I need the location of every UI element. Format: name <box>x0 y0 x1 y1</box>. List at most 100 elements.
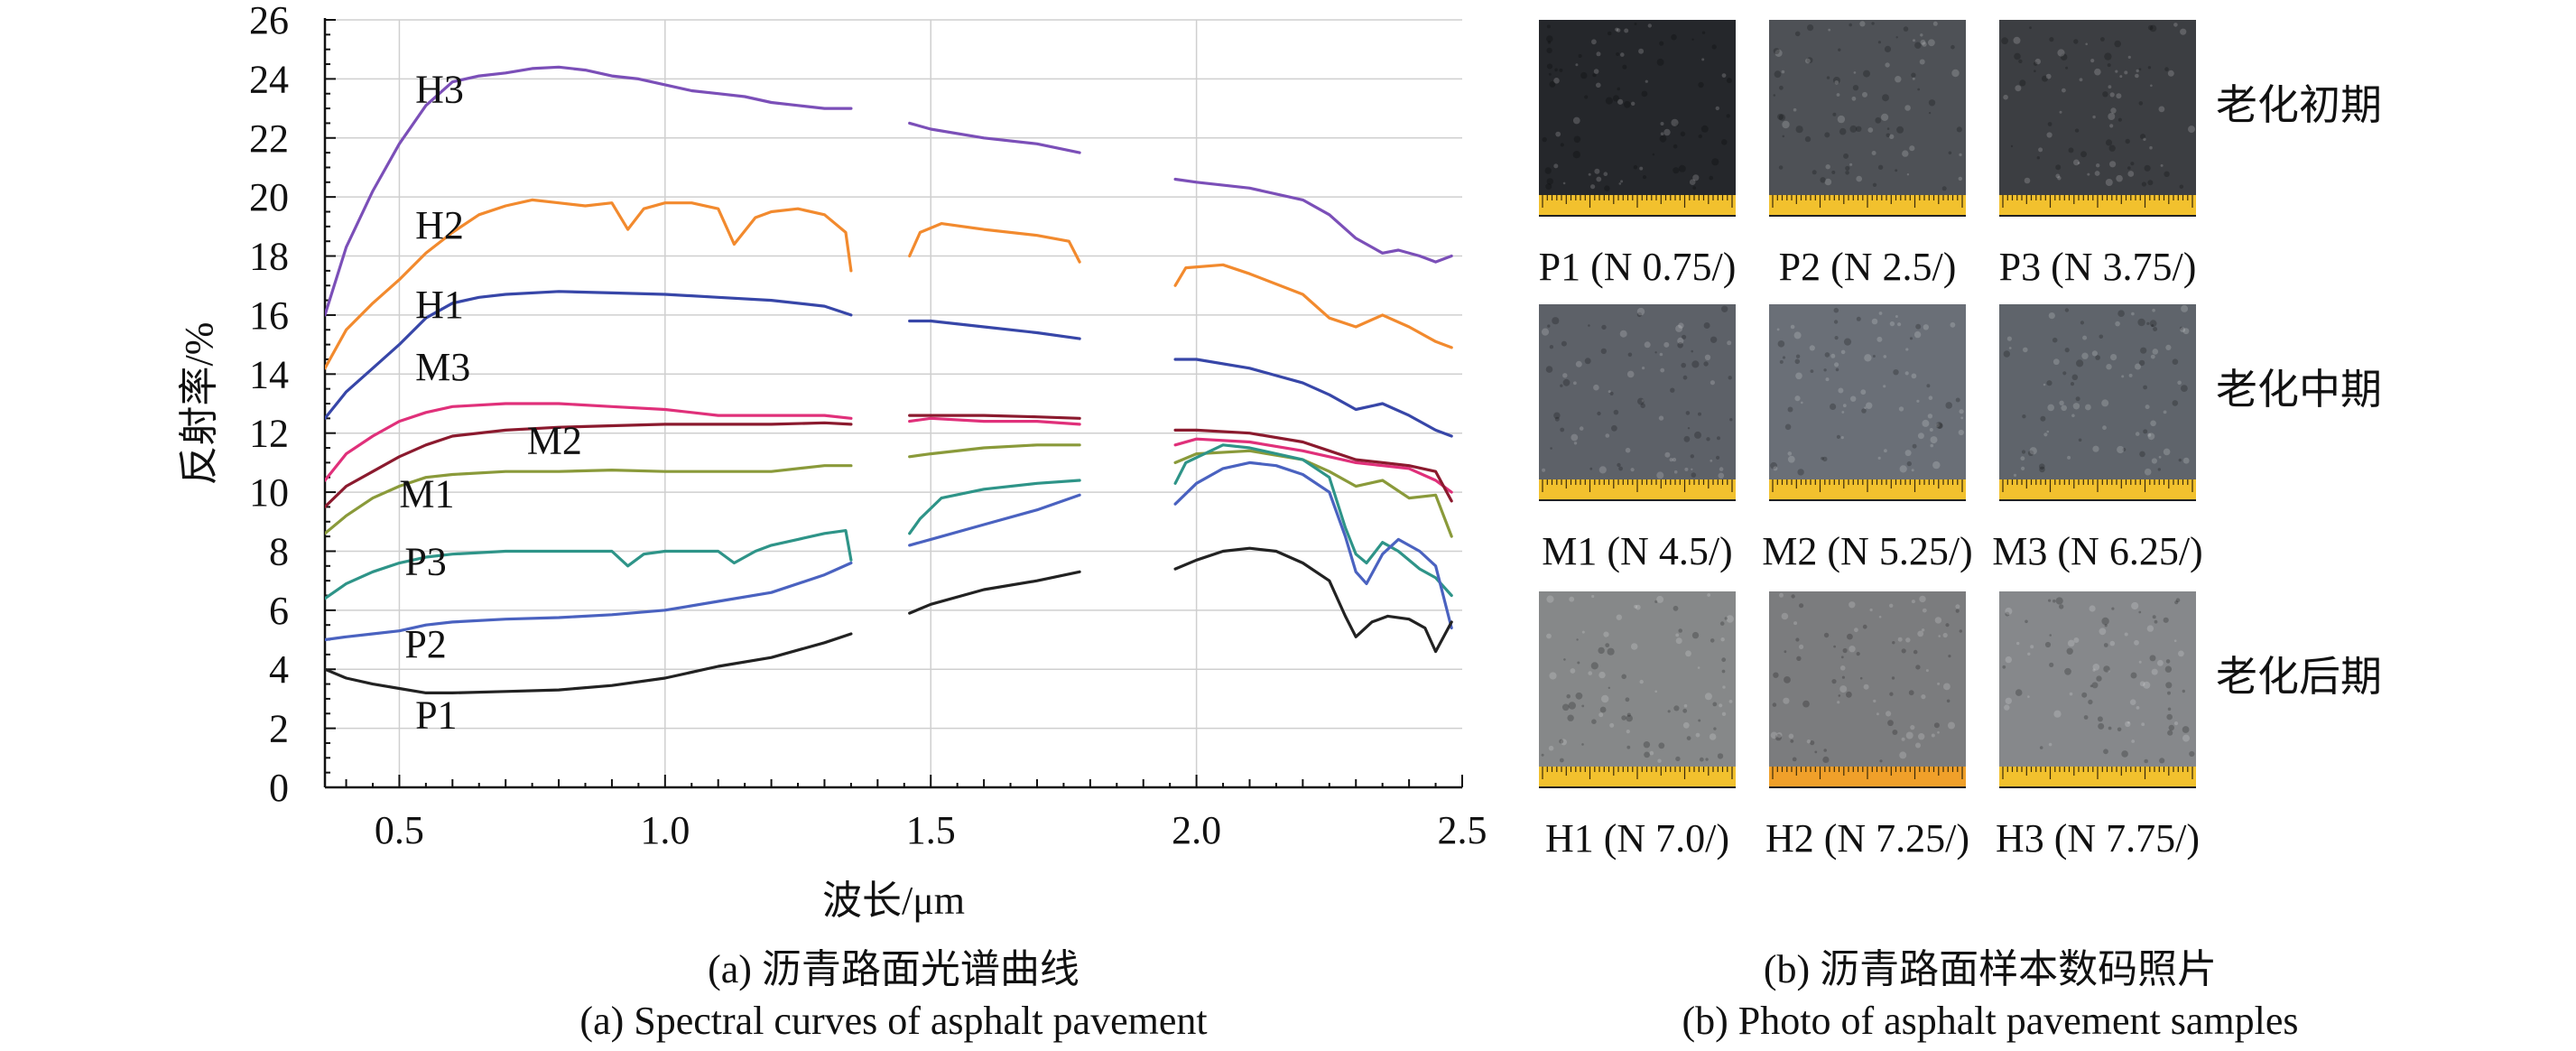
aggregate-speck <box>2144 164 2151 172</box>
aggregate-speck <box>2076 359 2084 367</box>
aggregate-speck <box>1636 312 1643 318</box>
aggregate-speck <box>2025 619 2028 624</box>
aggregate-speck <box>1790 739 1794 743</box>
aggregate-speck <box>1694 431 1701 439</box>
aggregate-speck <box>1626 712 1631 717</box>
aggregate-speck <box>1547 41 1552 44</box>
aggregate-speck <box>1638 48 1645 54</box>
aggregate-speck <box>2024 177 2031 184</box>
aggregate-speck <box>1955 609 1960 613</box>
x-tick-label: 0.5 <box>375 808 424 852</box>
aggregate-speck <box>1928 39 1935 47</box>
aggregate-speck <box>2138 101 2144 106</box>
aggregate-speck <box>2182 689 2185 693</box>
aggregate-speck <box>1600 348 1608 355</box>
sample-photo <box>1999 304 2196 501</box>
aggregate-speck <box>1719 467 1724 471</box>
aggregate-speck <box>1620 52 1625 57</box>
sample-photo <box>1539 304 1736 501</box>
aggregate-speck <box>1553 412 1561 419</box>
aggregate-speck <box>1810 740 1815 746</box>
aggregate-speck <box>1656 471 1664 479</box>
aggregate-speck <box>1581 743 1584 746</box>
aggregate-speck <box>2180 326 2183 330</box>
sample-photo-surface <box>1539 304 1736 479</box>
aggregate-speck <box>1782 120 1790 129</box>
aggregate-speck <box>1561 340 1567 347</box>
aggregate-speck <box>2082 335 2088 340</box>
aggregate-speck <box>1681 362 1686 368</box>
aggregate-speck <box>2144 758 2148 764</box>
sample-photo <box>1999 591 2196 788</box>
aggregate-speck <box>1913 330 1922 339</box>
x-tick-label: 2.0 <box>1172 808 1221 852</box>
aggregate-speck <box>2015 85 2022 92</box>
x-tick-labels: 0.5 1.0 1.5 2.0 2.5 <box>375 808 1487 852</box>
aggregate-speck <box>1773 94 1776 97</box>
y-tick-label: 20 <box>249 175 289 219</box>
aggregate-speck <box>1960 416 1964 420</box>
aggregate-speck <box>2111 607 2115 610</box>
aggregate-speck <box>1639 166 1644 171</box>
aggregate-speck <box>2147 66 2152 70</box>
aggregate-speck <box>1701 58 1705 61</box>
aggregate-speck <box>1823 749 1827 752</box>
aggregate-speck <box>1915 665 1921 670</box>
aggregate-speck <box>1895 315 1898 318</box>
aggregate-speck <box>1794 358 1801 365</box>
aggregate-speck <box>1884 45 1892 53</box>
aggregate-speck <box>1608 686 1611 689</box>
aggregate-speck <box>1770 731 1778 739</box>
aggregate-speck <box>2175 598 2181 602</box>
aggregate-speck <box>2042 75 2048 82</box>
aggregate-speck <box>1783 697 1790 704</box>
aggregate-speck <box>1929 428 1933 432</box>
aggregate-speck <box>1897 637 1903 642</box>
aggregate-speck <box>1959 629 1962 633</box>
aggregate-speck <box>1795 354 1801 358</box>
aggregate-speck <box>1820 177 1826 183</box>
aggregate-speck <box>1615 27 1619 32</box>
aggregate-speck <box>1692 186 1697 191</box>
aggregate-speck <box>1917 432 1924 440</box>
y-tick-label: 12 <box>249 412 289 456</box>
aggregate-speck <box>1905 348 1909 351</box>
aggregate-speck <box>1896 126 1904 134</box>
aggregate-speck <box>1563 658 1566 661</box>
aggregate-speck <box>2092 664 2100 671</box>
aggregate-speck <box>1691 468 1693 470</box>
y-axis-label: 反射率/% <box>177 322 221 486</box>
aggregate-speck <box>1560 143 1564 147</box>
sample-label: P2 (N 2.5/) <box>1779 245 1957 289</box>
x-tick-label: 1.5 <box>906 808 956 852</box>
aggregate-speck <box>1832 112 1837 116</box>
aggregate-speck <box>1677 337 1684 344</box>
aggregate-speck <box>2057 176 2062 181</box>
aggregate-speck <box>1721 712 1727 716</box>
aggregate-speck <box>1728 376 1732 380</box>
aggregate-speck <box>2002 665 2006 669</box>
aggregate-speck <box>1683 703 1688 708</box>
aggregate-speck <box>1916 399 1920 403</box>
aggregate-speck <box>1919 595 1926 603</box>
aggregate-speck <box>1897 322 1902 327</box>
aggregate-speck <box>2101 399 2109 407</box>
series-line-p2 <box>325 561 853 642</box>
aggregate-speck <box>1577 661 1580 665</box>
aggregate-speck <box>1626 714 1633 722</box>
aggregate-speck <box>2085 404 2091 411</box>
aggregate-speck <box>1790 324 1795 330</box>
aggregate-speck <box>1921 694 1926 700</box>
aggregate-speck <box>1701 31 1706 34</box>
aggregate-speck <box>2137 318 2145 327</box>
aggregate-speck <box>2122 448 2127 451</box>
aggregate-speck <box>2057 49 2065 57</box>
aggregate-speck <box>1779 359 1784 364</box>
aggregate-speck <box>1918 733 1925 740</box>
aggregate-speck <box>1721 139 1728 145</box>
aggregate-speck <box>2158 455 2162 459</box>
aggregate-speck <box>1886 133 1891 138</box>
aggregate-speck <box>1905 637 1911 643</box>
aggregate-speck <box>2105 139 2113 146</box>
aggregate-speck <box>1938 635 1941 637</box>
